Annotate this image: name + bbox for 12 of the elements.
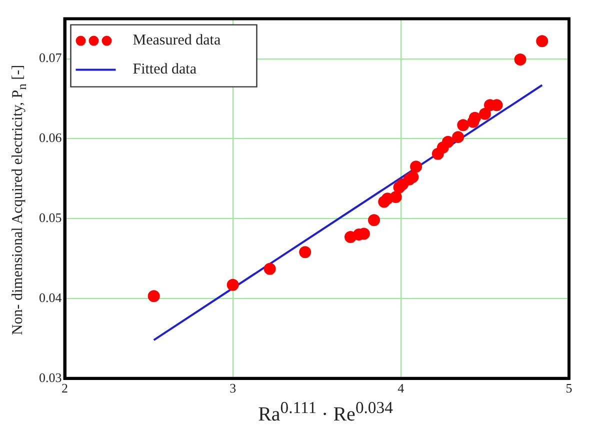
y-tick-label: 0.03 <box>39 370 62 385</box>
x-tick-label: 3 <box>230 380 236 396</box>
y-tick-label: 0.05 <box>39 210 62 225</box>
x-tick-label: 2 <box>62 380 68 396</box>
x-axis-title: Ra$^{0.111}$ · Re$^{0.034}$ <box>257 398 394 427</box>
x-tick-label: 4 <box>398 380 405 396</box>
legend-label: Measured data <box>132 32 221 49</box>
y-tick-label: 0.07 <box>39 50 62 66</box>
legend-label: Fitted data <box>132 62 197 78</box>
y-tick-label: 0.04 <box>39 290 62 305</box>
y-tick-label: 0.06 <box>39 130 62 146</box>
x-tick-label: 5 <box>566 380 572 396</box>
